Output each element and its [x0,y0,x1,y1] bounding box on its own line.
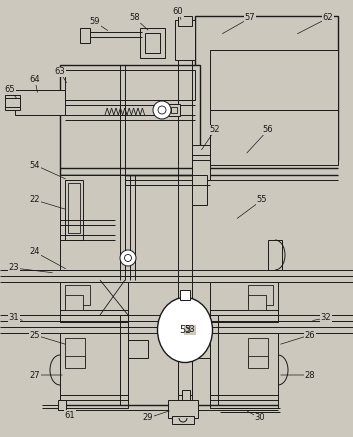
Bar [178,16,192,26]
Text: 65: 65 [5,86,15,94]
Circle shape [158,106,166,114]
Bar [145,33,160,53]
Circle shape [153,101,171,119]
Bar [168,400,198,418]
Bar [182,390,190,402]
Bar [128,340,148,358]
Text: 56: 56 [263,125,273,135]
Text: 53: 53 [185,326,195,334]
Bar [60,282,128,322]
Text: 57: 57 [245,14,255,22]
Bar [5,95,20,110]
Bar [140,28,165,58]
Text: 63: 63 [55,67,65,76]
Text: 23: 23 [9,264,19,273]
Bar [65,338,85,366]
Bar [192,145,210,180]
Bar [192,175,207,205]
Text: 27: 27 [30,371,40,379]
Text: 60: 60 [173,7,183,17]
Bar [180,290,190,300]
Bar [80,28,90,43]
Ellipse shape [157,298,213,363]
Bar [248,356,268,368]
Bar [65,70,195,100]
Bar [268,240,282,270]
Text: 32: 32 [321,313,331,323]
Circle shape [120,250,136,266]
Text: 22: 22 [30,195,40,205]
Bar [68,183,80,233]
Bar [65,285,90,305]
Bar [210,110,338,165]
Text: 58: 58 [130,14,140,22]
Bar [15,90,65,115]
Text: 59: 59 [90,17,100,27]
Bar [175,20,195,60]
Text: 53: 53 [179,325,191,335]
Text: 28: 28 [305,371,315,379]
Bar [172,416,194,424]
Bar [248,285,273,305]
Circle shape [125,254,132,261]
Text: 52: 52 [210,125,220,135]
Bar [210,50,338,110]
Bar [60,333,128,408]
Text: 64: 64 [30,76,40,84]
Bar [248,338,268,366]
Text: 31: 31 [9,313,19,323]
Bar [195,16,338,160]
Text: 54: 54 [30,160,40,170]
Bar [60,65,200,175]
Bar [210,282,278,322]
Bar [58,400,66,410]
Bar [190,340,210,358]
Bar [65,356,85,368]
Bar [65,180,83,240]
Bar [60,175,125,270]
Bar [168,104,180,116]
Text: 26: 26 [305,330,315,340]
Bar [210,333,278,408]
Text: 62: 62 [323,14,333,22]
Bar [65,295,83,310]
Text: 55: 55 [257,195,267,205]
Bar [248,295,266,310]
Text: 25: 25 [30,330,40,340]
Text: 24: 24 [30,247,40,257]
Text: 61: 61 [65,410,75,420]
Text: 29: 29 [143,413,153,423]
Bar [178,360,192,395]
Bar [171,107,177,113]
Text: 30: 30 [255,413,265,423]
